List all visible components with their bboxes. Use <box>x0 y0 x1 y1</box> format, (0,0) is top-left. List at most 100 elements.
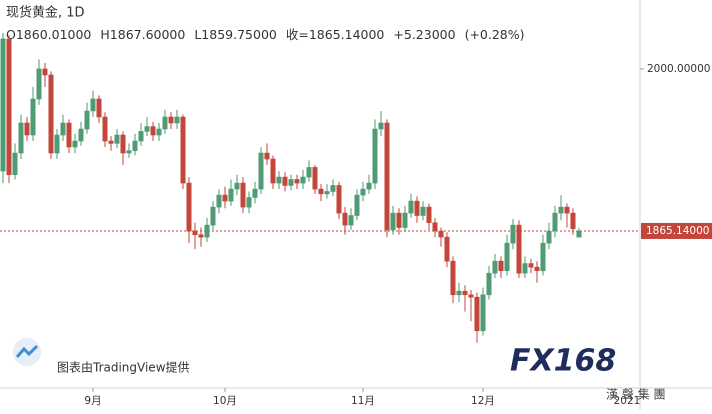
candle-body <box>348 215 354 226</box>
candle-body <box>24 122 30 136</box>
candle-body <box>216 194 222 208</box>
fx168-logo: FX168 <box>510 344 616 379</box>
x-tick-label: 2021 <box>614 395 641 407</box>
price-label-bg <box>641 222 712 239</box>
candle-body <box>276 176 282 184</box>
candle-body <box>96 98 102 118</box>
candle-body <box>504 242 510 272</box>
y-tick-label: 2000.00000 <box>647 63 710 75</box>
header-value: L1859.75000 <box>194 27 277 42</box>
candle-body <box>354 194 360 216</box>
header-value: 收=1865.14000 <box>286 27 385 42</box>
candle-body <box>522 263 528 274</box>
candle-body <box>90 98 96 112</box>
candle-body <box>570 212 576 230</box>
candle-body <box>108 140 114 144</box>
candle-body <box>372 128 378 184</box>
candle-body <box>12 152 18 175</box>
x-tick-label: 9月 <box>84 395 101 407</box>
candle-body <box>318 188 324 195</box>
candle-body <box>552 212 558 232</box>
candle-body <box>366 182 372 190</box>
candle-body <box>558 206 564 214</box>
candle-body <box>258 152 264 190</box>
candle-body <box>498 260 504 272</box>
candle-body <box>6 38 12 175</box>
candle-body <box>432 222 438 232</box>
candle-body <box>474 296 480 332</box>
candle-body <box>150 126 156 136</box>
candle-body <box>114 134 120 144</box>
candle-body <box>228 188 234 202</box>
x-tick-label: 11月 <box>351 395 375 407</box>
candle-body <box>240 182 246 208</box>
candle-body <box>264 152 270 160</box>
price-label: 1865.14000 <box>646 225 709 237</box>
candle-body <box>324 191 330 195</box>
candle-body <box>384 122 390 231</box>
candle-body <box>66 122 72 148</box>
candle-body <box>492 260 498 274</box>
ohlc-header: O1860.01000 H1867.60000 L1859.75000 收=1865.… <box>6 27 525 42</box>
x-tick-label: 12月 <box>471 395 495 407</box>
candle-body <box>48 74 54 154</box>
group-name: 漢 聲 集 團 <box>606 387 665 402</box>
candle-body <box>288 179 294 186</box>
candle-body <box>534 266 540 272</box>
candle-body <box>222 194 228 202</box>
candle-body <box>36 68 42 100</box>
candle-body <box>54 134 60 154</box>
candle-body <box>42 68 48 76</box>
candle-body <box>420 206 426 216</box>
candle-body <box>510 224 516 244</box>
candle-body <box>144 126 150 132</box>
candle-body <box>120 134 126 154</box>
candle-body <box>198 234 204 238</box>
chart-title: 现货黄金, 1D <box>6 5 85 21</box>
candle-body <box>252 188 258 198</box>
candle-body <box>486 272 492 296</box>
header-value: (+0.28%) <box>465 27 525 42</box>
candle-body <box>102 116 108 142</box>
candle-body <box>312 167 318 190</box>
candle-body <box>270 158 276 184</box>
tradingview-logo-mark <box>15 344 39 358</box>
candle-body <box>162 116 168 130</box>
candle-body <box>390 212 396 231</box>
candle-body <box>438 230 444 238</box>
candle-body <box>180 116 186 184</box>
candle-body <box>18 122 24 154</box>
candle-body <box>396 212 402 228</box>
candle-body <box>480 294 486 332</box>
candle-body <box>84 110 90 130</box>
candle-body <box>234 182 240 190</box>
candle-body <box>426 206 432 224</box>
candle-body <box>564 206 570 214</box>
candle-body <box>192 230 198 236</box>
header-value: H1867.60000 <box>100 27 185 42</box>
candle-body <box>576 230 582 238</box>
candle-body <box>450 260 456 296</box>
candle-body <box>414 200 420 216</box>
candle-body <box>30 98 36 136</box>
candle-body <box>540 242 546 272</box>
candle-body <box>336 185 342 214</box>
candle-body <box>60 122 66 136</box>
candle-body <box>132 140 138 151</box>
x-tick-label: 10月 <box>213 395 237 407</box>
candle-body <box>126 150 132 154</box>
candle-body <box>186 182 192 232</box>
candle-body <box>0 38 6 172</box>
candle-body <box>204 224 210 238</box>
tradingview-credit: 图表由TradingView提供 <box>57 360 190 375</box>
candle-body <box>78 128 84 142</box>
candle-body <box>444 236 450 262</box>
candle-body <box>282 176 288 186</box>
candle-body <box>516 224 522 274</box>
candle-body <box>210 206 216 226</box>
candle-body <box>174 116 180 124</box>
candle-body <box>546 230 552 244</box>
candle-body <box>246 197 252 208</box>
candle-body <box>300 176 306 184</box>
